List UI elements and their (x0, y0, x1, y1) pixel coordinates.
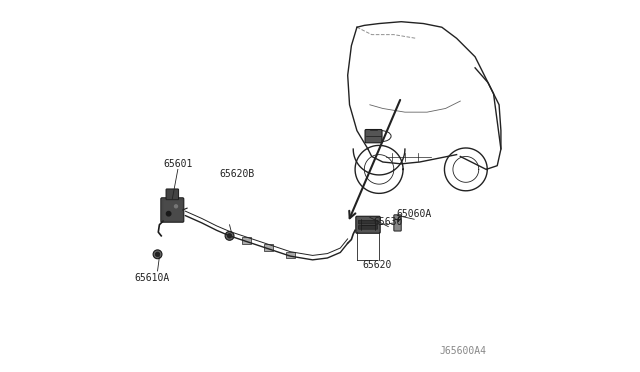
Circle shape (156, 252, 160, 257)
Text: 65620: 65620 (362, 260, 392, 270)
Text: 65610A: 65610A (134, 273, 170, 283)
Circle shape (175, 205, 177, 208)
FancyBboxPatch shape (166, 189, 179, 200)
Text: 65620B: 65620B (220, 169, 255, 179)
Text: 65630: 65630 (374, 217, 403, 227)
Bar (264, 244, 273, 251)
Text: J65600A4: J65600A4 (439, 346, 486, 356)
Text: 65601: 65601 (163, 159, 193, 169)
Text: 65060A: 65060A (397, 209, 432, 219)
FancyBboxPatch shape (365, 129, 382, 143)
Bar (242, 237, 251, 244)
Circle shape (166, 211, 171, 216)
FancyBboxPatch shape (358, 220, 378, 224)
Bar (286, 252, 295, 259)
Circle shape (225, 231, 234, 240)
Circle shape (227, 234, 232, 238)
FancyBboxPatch shape (356, 216, 380, 233)
FancyBboxPatch shape (161, 198, 184, 222)
Polygon shape (162, 199, 182, 221)
Circle shape (153, 250, 162, 259)
FancyBboxPatch shape (358, 225, 378, 229)
FancyBboxPatch shape (394, 215, 401, 231)
